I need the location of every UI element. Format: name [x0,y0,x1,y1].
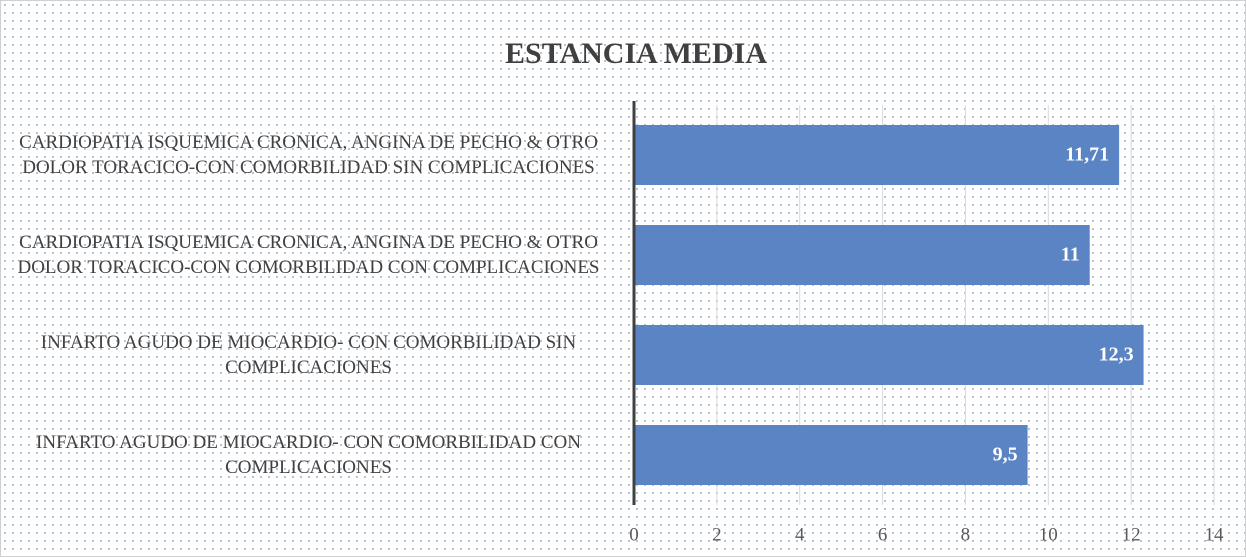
x-tick-label: 10 [1039,524,1058,545]
y-tick-label: INFARTO AGUDO DE MIOCARDIO- CON COMORBIL… [40,332,577,378]
y-tick-label: CARDIOPATIA ISQUEMICA CRONICA, ANGINA DE… [17,232,600,278]
data-label: 12,3 [1099,344,1134,366]
x-tick-label: 6 [878,524,888,545]
x-tick-label: 4 [795,524,805,545]
x-tick-label: 14 [1205,524,1225,545]
bar [634,225,1090,285]
bar [634,325,1144,385]
y-tick-label: CARDIOPATIA ISQUEMICA CRONICA, ANGINA DE… [19,132,598,178]
x-tick-label: 0 [629,524,639,545]
chart-title: ESTANCIA MEDIA [505,37,767,70]
data-label: 11 [1061,244,1080,266]
data-label: 9,5 [993,444,1018,466]
data-label: 11,71 [1065,144,1109,166]
x-tick-label: 2 [712,524,722,545]
bar [634,125,1120,185]
bar [634,425,1028,485]
y-tick-label: INFARTO AGUDO DE MIOCARDIO- CON COMORBIL… [36,432,581,478]
x-tick-label: 12 [1122,524,1141,545]
x-tick-label: 8 [961,524,971,545]
